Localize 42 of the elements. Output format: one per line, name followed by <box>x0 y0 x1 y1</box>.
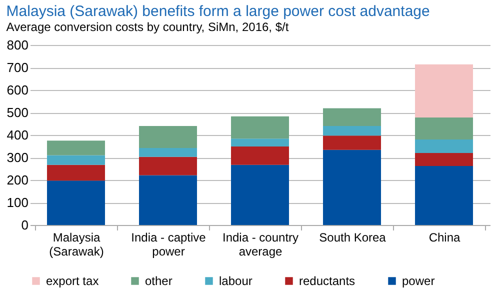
legend-label: power <box>402 274 435 288</box>
x-tick-label: China <box>428 230 460 244</box>
y-tick-label: 300 <box>6 150 28 165</box>
bar <box>415 153 473 166</box>
bar <box>139 148 197 157</box>
x-tick-label: India - captive power <box>131 230 206 258</box>
bar <box>139 126 197 148</box>
bar <box>323 150 381 225</box>
legend-label: labour <box>219 274 252 288</box>
bar <box>415 166 473 225</box>
legend-label: other <box>145 274 172 288</box>
y-tick-label: 200 <box>6 172 28 188</box>
y-tick-label: 800 <box>6 38 28 52</box>
bar <box>47 155 105 165</box>
bar <box>231 138 289 146</box>
y-tick-label: 700 <box>6 60 28 75</box>
x-tick-label: Malaysia (Sarawak) <box>49 230 104 258</box>
bar <box>47 164 105 181</box>
x-tick-label: India - country average <box>222 230 299 258</box>
y-tick-label: 500 <box>6 105 28 120</box>
bar <box>323 126 381 136</box>
bar <box>323 108 381 126</box>
bar <box>415 117 473 140</box>
bar <box>415 64 473 118</box>
legend-label: export tax <box>46 274 99 288</box>
bar <box>415 140 473 153</box>
legend-label: reductants <box>299 274 356 288</box>
y-tick-label: 600 <box>6 82 28 98</box>
bar <box>231 116 289 139</box>
x-tick-label: South Korea <box>319 230 386 244</box>
y-tick-label: 400 <box>6 128 28 142</box>
bar <box>47 180 105 225</box>
chart-title: Malaysia (Sarawak) benefits form a large power cost advantage <box>6 3 430 20</box>
y-tick-label: 100 <box>6 195 28 210</box>
y-tick-label: 0 <box>21 218 28 232</box>
bar <box>323 136 381 150</box>
bar <box>139 175 197 225</box>
bar <box>231 146 289 165</box>
bar <box>231 164 289 225</box>
bar <box>139 156 197 176</box>
bar <box>47 140 105 156</box>
chart-subtitle: Average conversion costs by country, SiMn, 2016, $/t <box>6 20 290 34</box>
